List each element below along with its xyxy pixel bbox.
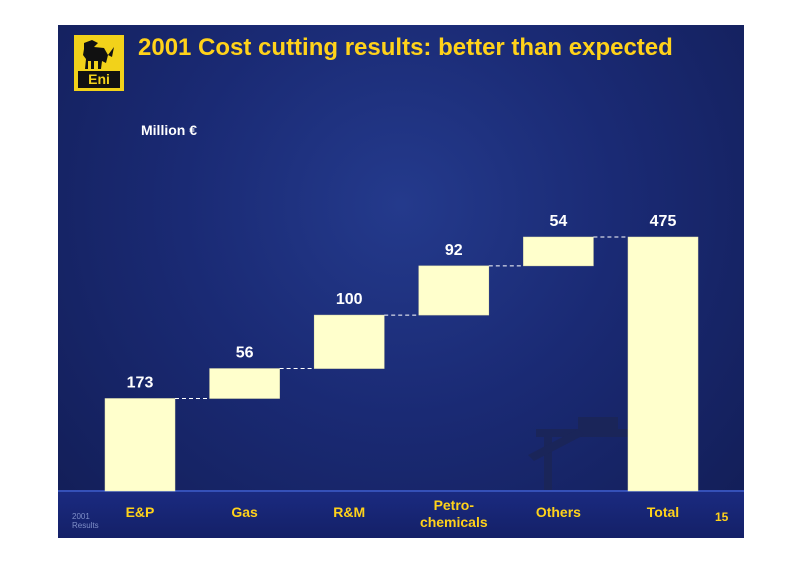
category-label-1: Gas xyxy=(231,504,258,520)
category-label-5: Total xyxy=(647,504,679,520)
footer-label: 2001 Results xyxy=(72,512,99,530)
bar-1 xyxy=(209,368,280,399)
category-label-2: R&M xyxy=(333,504,365,520)
logo-wordmark: Eni xyxy=(78,71,120,88)
eni-logo: Eni xyxy=(74,35,124,91)
slide: Eni 2001 Cost cutting results: better th… xyxy=(58,25,744,538)
category-label-0: E&P xyxy=(126,504,155,520)
data-label-3: 92 xyxy=(445,242,463,259)
category-label-3: Petro-chemicals xyxy=(420,497,488,530)
page-number: 15 xyxy=(715,510,729,524)
slide-title: 2001 Cost cutting results: better than e… xyxy=(138,34,673,61)
data-label-1: 56 xyxy=(236,345,254,362)
bar-5 xyxy=(627,236,699,492)
bar-3 xyxy=(418,265,490,316)
data-label-2: 100 xyxy=(336,291,363,308)
category-label-4: Others xyxy=(536,504,581,520)
bar-4 xyxy=(523,236,594,267)
data-label-0: 173 xyxy=(127,374,154,391)
data-label-4: 54 xyxy=(550,213,568,230)
unit-label: Million € xyxy=(141,122,197,138)
category-bar xyxy=(58,490,744,538)
waterfall-chart: 173 E&P 56 Gas 100 R&M 92 Petro-chemicals 54 Othe… xyxy=(104,213,699,530)
six-legged-dog-icon xyxy=(83,40,114,69)
bar-2 xyxy=(313,314,385,369)
data-label-5: 475 xyxy=(650,213,677,230)
bar-0 xyxy=(104,398,176,492)
